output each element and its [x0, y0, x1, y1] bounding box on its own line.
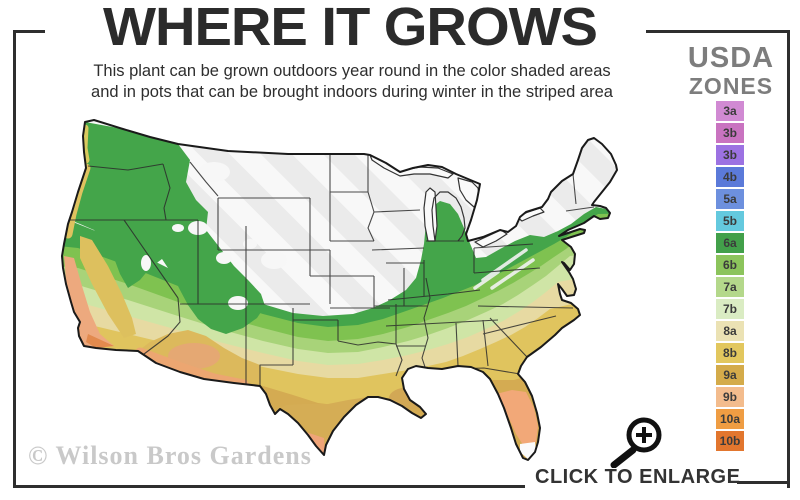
west-green-region [70, 122, 265, 334]
zone-badge-11-8b: 8b [716, 343, 744, 363]
zone-badge-5-5b: 5b [716, 211, 744, 231]
usda-zones-legend: USDA ZONES [685, 42, 777, 100]
zone-badge-2-3b: 3b [716, 145, 744, 165]
frame-border-right [787, 30, 790, 488]
magnifier-handle [610, 446, 637, 468]
zone-badge-15-10b: 10b [716, 431, 744, 451]
zone-badge-9-7b: 7b [716, 299, 744, 319]
zone-badge-1-3b: 3b [716, 123, 744, 143]
frame-border-top-right [646, 30, 790, 33]
zone-list: 3a 3b 3b 4b 5a 5b 6a 6b 7a 7b 8a 8b 9a 9b 10a 10b [716, 101, 744, 453]
zone-badge-0-3a: 3a [716, 101, 744, 121]
california-valley-gold [80, 236, 136, 338]
florida-central-peach [496, 390, 538, 448]
frame-border-left [13, 30, 16, 488]
magnifier-zoom-icon[interactable] [606, 408, 668, 468]
subtitle-line-1: This plant can be grown outdoors year ro… [93, 62, 611, 80]
california-south-orange [86, 334, 114, 348]
zone-badge-14-10a: 10a [716, 409, 744, 429]
michigan-outline [431, 191, 466, 242]
south-texas-mustard [276, 397, 368, 455]
click-to-enlarge-label[interactable]: CLICK TO ENLARGE [535, 466, 741, 488]
frame-border-top-left [13, 30, 45, 33]
legend-title-zones: ZONES [688, 73, 774, 99]
zone-badge-10-8a: 8a [716, 321, 744, 341]
usa-zones-map[interactable] [28, 108, 688, 482]
zone-badge-13-9b: 9b [716, 387, 744, 407]
usa-map-svg [61, 119, 618, 461]
legend-title-usda: USDA [687, 42, 775, 74]
mexico-border-peach [135, 347, 249, 389]
elevation-white-patches [141, 162, 287, 310]
zone-badge-12-9a: 9a [716, 365, 744, 385]
state-borders [70, 154, 595, 386]
map-fill-layers [62, 120, 617, 460]
zone-badge-3-4b: 4b [716, 167, 744, 187]
zone-badge-8-7a: 7a [716, 277, 744, 297]
zone-badge-7-6b: 6b [716, 255, 744, 275]
zone-badge-6-6a: 6a [716, 233, 744, 253]
usa-outline [61, 119, 618, 461]
lake-michigan [423, 187, 438, 242]
california-coast-salmon [64, 256, 114, 348]
subtitle-line-2: and in pots that can be brought indoors … [91, 83, 613, 101]
appalachian-ridges [473, 248, 535, 290]
watermark: © Wilson Bros Gardens [28, 441, 312, 470]
frame-border-bottom-left [13, 485, 525, 488]
frame-border-bottom-right [737, 481, 790, 484]
page-title: WHERE IT GROWS [102, 0, 598, 57]
zone-badge-4-5a: 5a [716, 189, 744, 209]
